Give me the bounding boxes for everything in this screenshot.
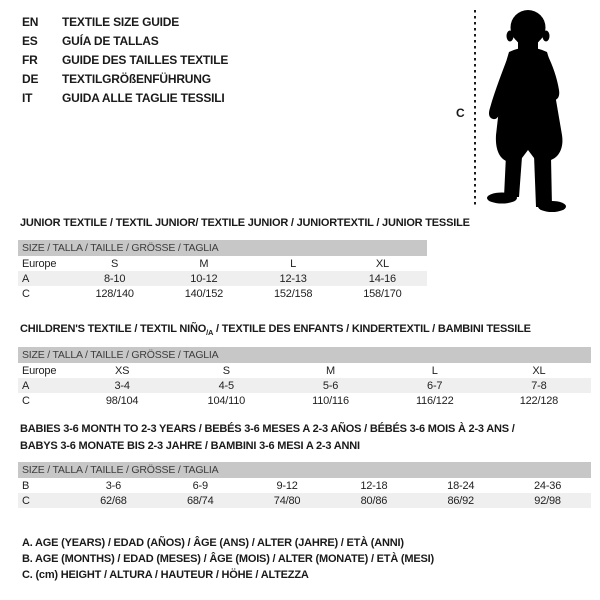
age-cell: 12-13 <box>279 272 307 285</box>
height-cell: 98/104 <box>105 394 139 407</box>
row-label: C <box>22 394 30 407</box>
table-row-europe: Europe XS S M L XL <box>18 363 591 378</box>
size-header-bar: SIZE / TALLA / TAILLE / GRÖSSE / TAGLIA <box>18 240 427 256</box>
height-cell: 140/152 <box>184 287 224 300</box>
row-label: C <box>22 287 30 300</box>
age-cell: 5-6 <box>322 379 339 392</box>
size-cell: XL <box>532 364 546 377</box>
height-cell: 80/86 <box>360 494 388 507</box>
language-title-list: EN TEXTILE SIZE GUIDE ES GUÍA DE TALLAS … <box>22 12 228 107</box>
row-label: A <box>22 379 30 392</box>
height-cell: 74/80 <box>273 494 301 507</box>
babies-title-line1: BABIES 3-6 MONTH TO 2-3 YEARS / BEBÉS 3-… <box>20 423 515 435</box>
size-cell: M <box>199 257 209 270</box>
height-cell: 128/140 <box>95 287 134 300</box>
age-cell: 8-10 <box>104 272 126 285</box>
lang-row-en: EN TEXTILE SIZE GUIDE <box>22 12 228 31</box>
height-cell: 68/74 <box>186 494 214 507</box>
height-cell: 152/158 <box>273 287 313 300</box>
table-row-height: C 62/68 68/74 74/80 80/86 86/92 92/98 <box>18 493 591 508</box>
size-cell: S <box>111 257 119 270</box>
size-header-bar: SIZE / TALLA / TAILLE / GRÖSSE / TAGLIA <box>18 347 591 363</box>
row-label: A <box>22 272 30 285</box>
lang-title: TEXTILGRÖßENFÜHRUNG <box>62 71 211 86</box>
table-row-age-months: B 3-6 6-9 9-12 12-18 18-24 24-36 <box>18 478 591 493</box>
baby-silhouette-icon <box>487 10 566 212</box>
lang-title: TEXTILE SIZE GUIDE <box>62 14 180 29</box>
height-cell: 62/68 <box>100 494 127 507</box>
row-label: Europe <box>22 257 57 270</box>
height-cell: 116/122 <box>415 394 454 407</box>
size-cell: S <box>222 364 230 377</box>
height-cell: 104/110 <box>207 394 246 407</box>
children-title-pre: CHILDREN'S TEXTILE / TEXTIL NIÑO <box>20 323 207 335</box>
lang-code: IT <box>22 90 33 105</box>
lang-code: ES <box>22 33 38 48</box>
height-cell: 92/98 <box>534 494 561 507</box>
note-age-months: B. AGE (MONTHS) / EDAD (MESES) / ÂGE (MO… <box>22 553 434 565</box>
height-cell: 158/170 <box>363 287 402 300</box>
table-row-age: A 8-10 10-12 12-13 14-16 <box>18 271 427 286</box>
age-cell: 18-24 <box>447 479 475 492</box>
babies-title-line2: BABYS 3-6 MONATE BIS 2-3 JAHRE / BAMBINI… <box>20 439 360 452</box>
table-row-height: C 98/104 104/110 110/116 116/122 122/128 <box>18 393 591 408</box>
age-cell: 6-9 <box>192 479 209 492</box>
row-label: Europe <box>22 364 57 377</box>
size-cell: L <box>431 364 438 377</box>
age-cell: 3-6 <box>105 479 122 492</box>
lang-row-fr: FR GUIDE DES TAILLES TEXTILE <box>22 50 228 69</box>
table-row-age: A 3-4 4-5 5-6 6-7 7-8 <box>18 378 591 393</box>
age-cell: 12-18 <box>360 479 388 492</box>
babies-size-table: SIZE / TALLA / TAILLE / GRÖSSE / TAGLIA … <box>18 462 591 508</box>
height-cell: 86/92 <box>447 494 474 507</box>
children-title-sub: /A <box>206 328 214 338</box>
note-height: C. (cm) HEIGHT / ALTURA / HAUTEUR / HÖHE… <box>22 569 309 581</box>
children-title-post: / TEXTILE DES ENFANTS / KINDERTEXTIL / B… <box>213 323 531 335</box>
age-cell: 24-36 <box>533 479 562 492</box>
age-cell: 7-8 <box>531 379 547 392</box>
lang-row-de: DE TEXTILGRÖßENFÜHRUNG <box>22 69 228 88</box>
height-measure-label: C <box>456 106 465 120</box>
table-row-height: C 128/140 140/152 152/158 158/170 <box>18 286 427 301</box>
lang-row-it: IT GUIDA ALLE TAGLIE TESSILI <box>22 88 228 107</box>
size-cell: XS <box>114 364 130 377</box>
lang-code: FR <box>22 52 38 67</box>
children-table-title: CHILDREN'S TEXTILE / TEXTIL NIÑO/A / TEX… <box>20 321 531 342</box>
row-label: B <box>22 479 30 492</box>
row-label: C <box>22 494 30 507</box>
lang-row-es: ES GUÍA DE TALLAS <box>22 31 228 50</box>
height-cell: 122/128 <box>519 394 559 407</box>
junior-table-title: JUNIOR TEXTILE / TEXTIL JUNIOR/ TEXTILE … <box>20 217 470 229</box>
babies-table-title: BABIES 3-6 MONTH TO 2-3 YEARS / BEBÉS 3-… <box>20 421 515 454</box>
age-cell: 10-12 <box>190 272 218 285</box>
size-cell: M <box>326 364 335 377</box>
lang-code: DE <box>22 71 39 86</box>
size-cell: XL <box>375 257 389 270</box>
table-row-europe: Europe S M L XL <box>18 256 427 271</box>
legend-notes: A. AGE (YEARS) / EDAD (AÑOS) / ÂGE (ANS)… <box>22 535 434 583</box>
height-dotted-line <box>474 10 476 208</box>
junior-size-table: SIZE / TALLA / TAILLE / GRÖSSE / TAGLIA … <box>18 240 427 301</box>
lang-title: GUÍA DE TALLAS <box>62 33 159 48</box>
size-header-bar: SIZE / TALLA / TAILLE / GRÖSSE / TAGLIA <box>18 462 591 478</box>
age-cell: 14-16 <box>368 272 396 285</box>
lang-title: GUIDE DES TAILLES TEXTILE <box>62 52 229 67</box>
age-cell: 3-4 <box>114 379 130 392</box>
age-cell: 4-5 <box>218 379 235 392</box>
age-cell: 6-7 <box>427 379 443 392</box>
children-size-table: SIZE / TALLA / TAILLE / GRÖSSE / TAGLIA … <box>18 347 591 408</box>
age-cell: 9-12 <box>276 479 298 492</box>
height-cell: 110/116 <box>312 394 349 407</box>
lang-title: GUIDA ALLE TAGLIE TESSILI <box>62 90 225 105</box>
note-age-years: A. AGE (YEARS) / EDAD (AÑOS) / ÂGE (ANS)… <box>22 537 404 549</box>
lang-code: EN <box>22 14 39 29</box>
size-cell: L <box>290 257 297 270</box>
